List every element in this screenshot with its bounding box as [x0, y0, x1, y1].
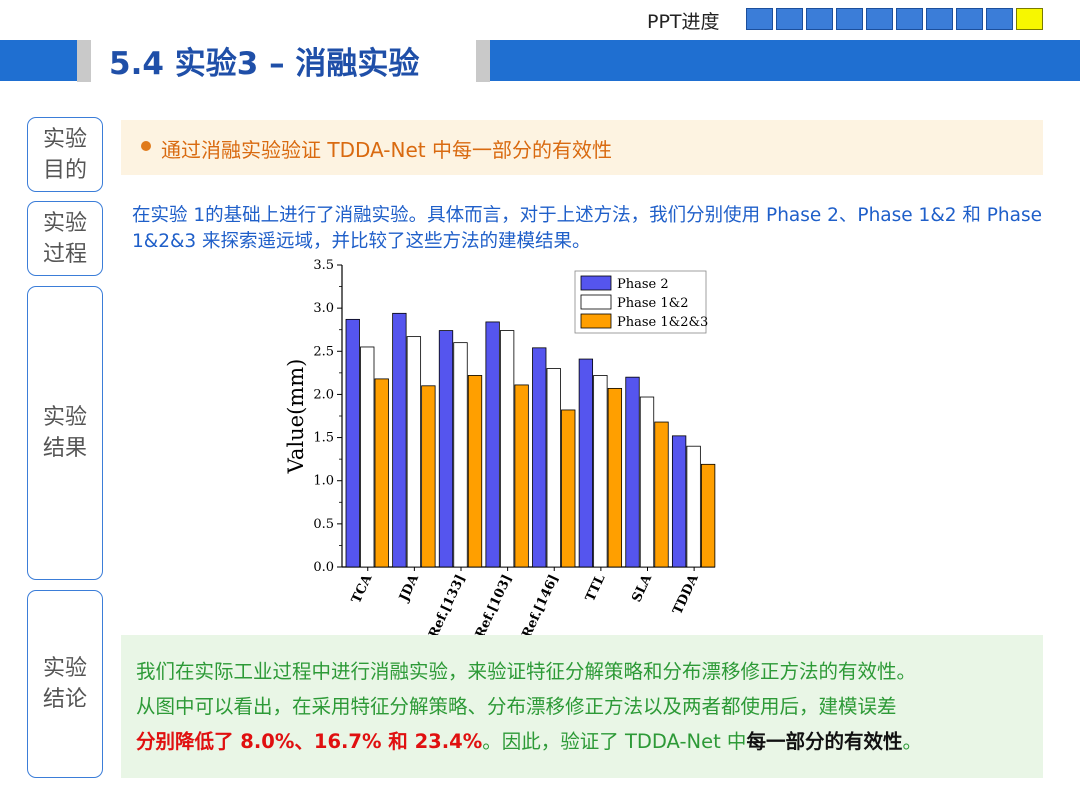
progress-cell	[1016, 8, 1043, 30]
x-tick-label: Ref.[133]	[426, 572, 468, 635]
title-left-bar	[77, 40, 91, 82]
progress-cell	[986, 8, 1013, 30]
y-tick-label: 0.0	[313, 560, 334, 575]
bar-phase2	[578, 358, 594, 568]
legend-label: Phase 2	[617, 277, 669, 292]
y-tick-label: 1.5	[313, 431, 334, 446]
bar-phase2	[671, 435, 687, 568]
progress-indicator	[746, 8, 1043, 30]
bar-phase123	[514, 384, 529, 568]
legend-label: Phase 1&2&3	[617, 315, 708, 330]
title-right-bar	[476, 40, 490, 82]
bar-phase12	[453, 342, 468, 568]
conclusion-line-2: 从图中可以看出，在采用特征分解策略、分布漂移修正方法以及两者都使用后，建模误差	[136, 695, 897, 718]
y-tick-label: 3.0	[313, 301, 334, 316]
side-label-line: 过程	[42, 241, 87, 267]
y-tick-label: 2.0	[313, 387, 334, 402]
bar-phase123	[421, 385, 436, 568]
conclusion-line-3: 分别降低了 8.0%、16.7% 和 23.4%。因此，验证了 TDDA-Net…	[136, 724, 922, 759]
bar-phase12	[360, 346, 375, 568]
progress-cell	[836, 8, 863, 30]
bar-phase123	[700, 463, 716, 568]
progress-cell	[926, 8, 953, 30]
side-label-line: 实验	[42, 210, 87, 236]
side-label-line: 实验	[42, 405, 87, 430]
side-label-conclusion: 实验 结论	[27, 590, 103, 778]
side-label-line: 实验	[42, 126, 87, 152]
bar-phase2	[532, 347, 547, 568]
bar-phase12	[406, 336, 422, 568]
purpose-text: 通过消融实验验证 TDDA-Net 中每一部分的有效性	[161, 138, 612, 162]
conclusion-highlight-bold: 每一部分的有效性	[746, 730, 903, 753]
conclusion-box: 我们在实际工业过程中进行消融实验，来验证特征分解策略和分布漂移修正方法的有效性。…	[121, 635, 1043, 778]
conclusion-line-1: 我们在实际工业过程中进行消融实验，来验证特征分解策略和分布漂移修正方法的有效性。	[136, 660, 917, 683]
legend-swatch	[580, 313, 612, 329]
bar-phase123	[654, 421, 669, 568]
bar-phase12	[593, 375, 608, 568]
x-tick-label: TDDA	[670, 572, 702, 618]
y-tick-label: 0.5	[313, 517, 334, 532]
progress-cell	[956, 8, 983, 30]
y-tick-label: 1.0	[313, 474, 334, 489]
y-tick-label: 2.5	[313, 344, 334, 359]
page-title: 5.4 实验3 – 消融实验	[109, 46, 420, 82]
y-axis-label: Value(mm)	[284, 359, 308, 475]
x-tick-label: JDA	[396, 572, 422, 605]
side-label-line: 结论	[42, 687, 87, 712]
bar-phase2	[625, 376, 640, 568]
bar-phase12	[639, 396, 655, 568]
bar-phase123	[561, 409, 576, 568]
process-text: 在实验 1的基础上进行了消融实验。具体而言，对于上述方法，我们分别使用 Phas…	[132, 205, 1043, 252]
progress-cell	[776, 8, 803, 30]
bar-phase2	[485, 321, 500, 568]
purpose-box: 通过消融实验验证 TDDA-Net 中每一部分的有效性	[121, 120, 1043, 175]
bar-phase2	[438, 330, 454, 568]
side-label-results: 实验 结果	[27, 286, 103, 580]
progress-cell	[896, 8, 923, 30]
conclusion-line-3-mid: 。因此，验证了 TDDA-Net 中	[482, 730, 747, 753]
progress-label: PPT进度	[647, 11, 720, 33]
bar-phase2	[345, 318, 360, 568]
bar-phase12	[546, 368, 561, 568]
bullet-icon	[141, 141, 151, 151]
progress-cell	[746, 8, 773, 30]
legend-swatch	[580, 294, 612, 310]
progress-cell	[806, 8, 833, 30]
bar-phase12	[686, 445, 701, 568]
conclusion-text: 我们在实际工业过程中进行消融实验，来验证特征分解策略和分布漂移修正方法的有效性。…	[136, 654, 922, 759]
conclusion-line-3-end: 。	[902, 730, 922, 753]
side-label-process: 实验 过程	[27, 201, 103, 276]
bar-phase2	[392, 312, 407, 568]
bar-phase123	[607, 387, 623, 568]
side-label-line: 目的	[42, 157, 87, 183]
side-label-purpose: 实验 目的	[27, 117, 103, 192]
y-tick-label: 3.5	[313, 258, 334, 273]
x-tick-label: Ref.[103]	[473, 572, 515, 635]
x-tick-label: Ref.[146]	[519, 572, 561, 635]
side-label-line: 结果	[42, 436, 87, 461]
x-tick-label: TCA	[349, 572, 376, 606]
legend-swatch	[580, 275, 612, 291]
bar-phase12	[499, 330, 515, 568]
side-label-line: 实验	[42, 656, 87, 681]
bar-phase123	[374, 378, 389, 568]
progress-cell	[866, 8, 893, 30]
bar-phase123	[467, 375, 483, 568]
title-box: 5.4 实验3 – 消融实验	[77, 36, 490, 84]
x-tick-label: TTL	[583, 572, 608, 604]
x-tick-label: SLA	[629, 572, 655, 605]
conclusion-highlight-red: 分别降低了 8.0%、16.7% 和 23.4%	[136, 730, 483, 753]
legend-label: Phase 1&2	[617, 296, 688, 311]
